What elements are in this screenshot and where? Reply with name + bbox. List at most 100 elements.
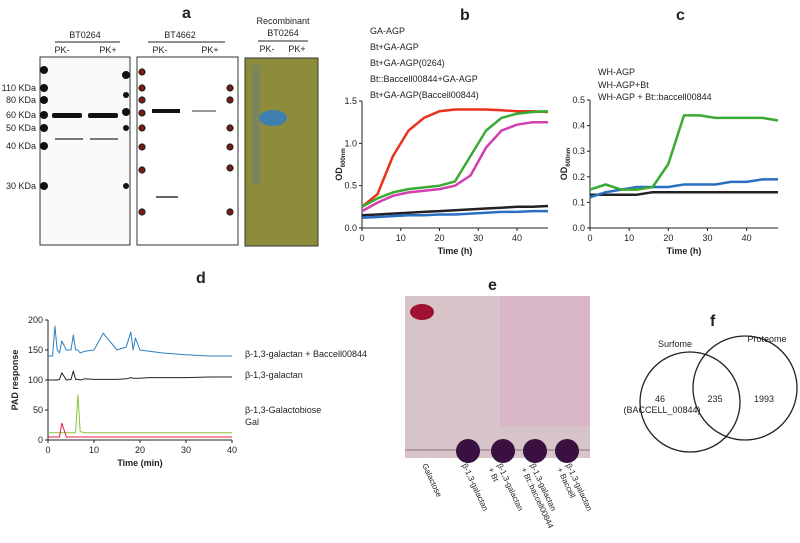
x-tick-label: 40 [742,233,752,243]
marker-label: 80 KDa [6,95,36,105]
series-line [590,190,778,196]
y-tick-label: 1.5 [344,96,357,106]
y-tick-label: 0.5 [572,95,585,105]
set-note: (BACCELL_00844) [623,405,700,415]
x-tick-label: 20 [434,233,444,243]
lane-label: Galactose [420,462,444,499]
legend-label: Bt+GA-AGP(Baccell00844) [370,90,479,100]
y-tick-label: 1.0 [344,138,357,148]
legend-label: β-1,3-galactan [245,370,303,380]
panel-letter: e [488,277,497,294]
x-tick-label: 0 [45,445,50,455]
y-tick-label: 0.0 [344,223,357,233]
y-label-sub: 600nm [341,148,347,167]
x-axis-label: Time (h) [438,246,473,256]
x-tick-label: 30 [473,233,483,243]
y-axis-label: PAD response [10,350,20,411]
venn-set [692,335,798,441]
legend-label: Bt+GA-AGP [370,42,419,52]
x-tick-label: 20 [135,445,145,455]
x-tick-label: 40 [512,233,522,243]
y-tick-label: 0.1 [572,197,585,207]
x-tick-label: 40 [227,445,237,455]
panel-letter: f [710,313,716,330]
legend-label: WH-AGP [598,67,635,77]
lane-label: PK- [259,44,274,54]
lane-label: PK- [152,45,167,55]
gel-band [259,110,287,126]
x-axis-label: Time (h) [667,246,702,256]
gel-subtitle: BT0264 [267,28,299,38]
x-tick-label: 10 [624,233,634,243]
y-tick-label: 50 [33,405,43,415]
y-tick-label: 0.0 [572,223,585,233]
gel-band [252,65,260,185]
gel-band [152,109,180,113]
gel-title: BT4662 [164,30,196,40]
y-label-main: PAD response [10,350,20,411]
set-count: 1993 [754,394,774,404]
y-tick-label: 150 [28,345,43,355]
lane-label: β-1,3-galactan [460,462,490,512]
marker-label: 30 KDa [6,181,36,191]
series-line [361,108,549,208]
x-tick-label: 10 [396,233,406,243]
x-tick-label: 20 [663,233,673,243]
panel-letter: b [460,7,470,24]
y-tick-label: 0.4 [572,121,585,131]
y-tick-label: 0.2 [572,172,585,182]
lane-label: PK+ [99,45,116,55]
y-tick-label: 0 [38,435,43,445]
series-line [361,120,548,213]
y-label-sub: 600nm [566,148,572,167]
lane-label: PK- [54,45,69,55]
legend-label: Bt::Baccell00844+GA-AGP [370,74,478,84]
gel [39,56,131,246]
legend-label: β-1,3-galactan + Baccell00844 [245,349,367,359]
series-line [48,394,232,434]
y-tick-label: 100 [28,375,43,385]
series-line [361,109,549,208]
panel-letter: c [676,7,685,24]
x-tick-label: 0 [359,233,364,243]
y-tick-label: 0.5 [344,181,357,191]
legend-label: Bt+GA-AGP(0264) [370,58,445,68]
gel [136,56,239,246]
series-line [48,325,232,357]
y-tick-label: 0.3 [572,146,585,156]
legend-label: WH-AGP + Bt::baccell00844 [598,92,712,102]
set-count: 46 [655,394,665,404]
y-label-main: OD [334,167,344,181]
gel-title: BT0264 [69,30,101,40]
x-tick-label: 10 [89,445,99,455]
tlc-smear [500,296,590,426]
series-line [361,204,549,217]
x-tick-label: 0 [587,233,592,243]
gel-band [156,196,178,198]
series-line [48,422,232,438]
y-label-main: OD [559,166,569,180]
series-line [361,209,548,220]
legend-label: GA-AGP [370,26,405,36]
x-tick-label: 30 [702,233,712,243]
x-tick-label: 30 [181,445,191,455]
y-axis-label: OD600nm [334,148,347,181]
series-line [589,114,779,191]
legend-label: β-1,3-Galactobiose [245,405,321,415]
set-label: Surfome [658,339,692,349]
tlc-spot [410,304,434,320]
marker-label: 60 KDa [6,110,36,120]
panel-letter: a [182,5,191,22]
panel-letter: d [196,270,206,287]
legend-label: WH-AGP+Bt [598,80,649,90]
gel-bands [40,66,130,190]
gel-title: Recombinant [256,16,310,26]
marker-label: 40 KDa [6,141,36,151]
tlc-spots [456,439,579,463]
x-axis-label: Time (min) [117,458,162,468]
y-tick-label: 200 [28,315,43,325]
set-label: Proteome [747,334,786,344]
marker-label: 50 KDa [6,123,36,133]
gel-bands [138,68,234,216]
